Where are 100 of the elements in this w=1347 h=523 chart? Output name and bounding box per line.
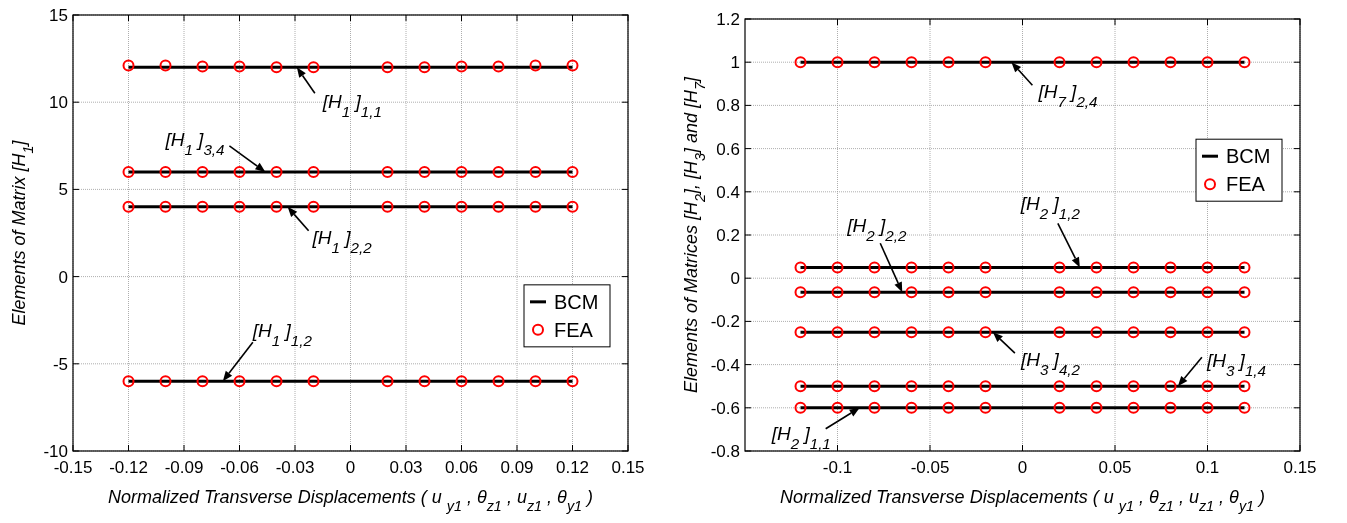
legend-label: FEA: [1226, 173, 1266, 196]
x-tick-label: 0.06: [444, 458, 479, 477]
point: [1238, 326, 1251, 339]
point: [794, 401, 807, 414]
point: [270, 375, 283, 388]
annotation: [H$_{1}$ ]$_{3,4}$: [164, 128, 225, 158]
point: [1090, 380, 1103, 393]
y-tick-label: 15: [49, 6, 68, 25]
y-tick-label: 1: [730, 53, 740, 73]
point: [1053, 261, 1066, 274]
point: [831, 286, 844, 299]
point: [196, 165, 209, 178]
point: [942, 286, 955, 299]
point: [159, 59, 172, 72]
annotation: [H$_{3}$ ]$_{1,4}$: [1205, 350, 1267, 379]
x-tick-label: 0.05: [1098, 458, 1132, 477]
point: [794, 261, 807, 274]
legend-label: BCM: [1226, 145, 1271, 168]
text: Normalized Transverse Displacements ( u $_{y1}$ , θ$_{z1}$ , u$_{z1}$ , θ$_{y1}$ ): [107, 487, 594, 514]
point: [566, 200, 579, 213]
x-tick-label: 0: [1017, 458, 1028, 477]
x-tick-label: -0.03: [275, 458, 315, 477]
point: [566, 165, 579, 178]
y-tick-label: 0.6: [716, 139, 740, 159]
y-tick-label: -5: [52, 354, 68, 374]
annotation: [H$_{1}$ ]$_{1,1}$: [321, 91, 382, 120]
point: [455, 375, 468, 388]
point: [529, 165, 542, 178]
point: [381, 200, 394, 213]
point: [529, 59, 542, 72]
point: [868, 401, 881, 414]
point: [122, 375, 135, 388]
point: [1201, 286, 1214, 299]
point: [381, 61, 394, 74]
point: [942, 326, 955, 339]
point: [270, 200, 283, 213]
point: [868, 286, 881, 299]
x-tick-label: -0.12: [109, 458, 148, 477]
point: [979, 326, 992, 339]
y-tick-label: -0.8: [710, 442, 740, 461]
text: Normalized Transverse Displacements ( u $_{y1}$ , θ$_{z1}$ , u$_{z1}$ , θ$_{y1}$ ): [779, 487, 1266, 514]
point: [831, 261, 844, 274]
point: [233, 60, 246, 73]
y-tick-label: 0.2: [716, 226, 740, 245]
point: [831, 380, 844, 393]
point: [307, 165, 320, 178]
point: [1127, 380, 1140, 393]
point: [122, 165, 135, 178]
point: [831, 56, 844, 69]
y-tick-label: -0.4: [710, 355, 740, 375]
point: [1090, 401, 1103, 414]
point: [979, 401, 992, 414]
point: [979, 380, 992, 393]
point: [1164, 56, 1177, 69]
y-tick-label: 0: [58, 267, 68, 287]
point: [1164, 380, 1177, 393]
point: [794, 286, 807, 299]
point: [233, 165, 246, 178]
point: [1201, 380, 1214, 393]
point: [1238, 56, 1251, 69]
point: [307, 375, 320, 388]
point: [1127, 326, 1140, 339]
y-tick-label: 0: [730, 269, 740, 289]
x-tick-label: 0.15: [611, 458, 645, 477]
x-tick-label: 0.09: [500, 458, 534, 477]
point: [418, 165, 431, 178]
point: [905, 401, 918, 414]
y-tick-label: 10: [49, 93, 68, 113]
y-tick-label: 0.8: [716, 96, 740, 116]
point: [122, 200, 135, 213]
point: [1090, 286, 1103, 299]
point: [159, 200, 172, 213]
point: [1127, 401, 1140, 414]
point: [1127, 286, 1140, 299]
point: [1201, 401, 1214, 414]
x-tick-label: 0: [345, 458, 356, 477]
x-tick-label: -0.09: [164, 458, 204, 477]
x-tick-label: 0.12: [555, 458, 590, 477]
point: [270, 61, 283, 74]
x-tick-label: 0.03: [389, 458, 423, 477]
point: [159, 165, 172, 178]
point: [270, 165, 283, 178]
point: [868, 56, 881, 69]
point: [196, 200, 209, 213]
y-tick-label: -10: [43, 442, 68, 461]
point: [492, 60, 505, 73]
point: [492, 165, 505, 178]
x-tick-label: 0.15: [1283, 458, 1317, 477]
annotation: [H$_{2}$ ]$_{1,2}$: [1019, 193, 1081, 222]
point: [1164, 326, 1177, 339]
point: [868, 261, 881, 274]
x-tick-label: -0.05: [910, 458, 950, 477]
point: [233, 375, 246, 388]
annotation: [H$_{1}$ ]$_{1,2}$: [251, 320, 313, 349]
annotation: [H$_{3}$ ]$_{4,2}$: [1019, 349, 1081, 378]
point: [196, 375, 209, 388]
point: [831, 401, 844, 414]
point: [979, 261, 992, 274]
point: [381, 375, 394, 388]
point: [307, 200, 320, 213]
